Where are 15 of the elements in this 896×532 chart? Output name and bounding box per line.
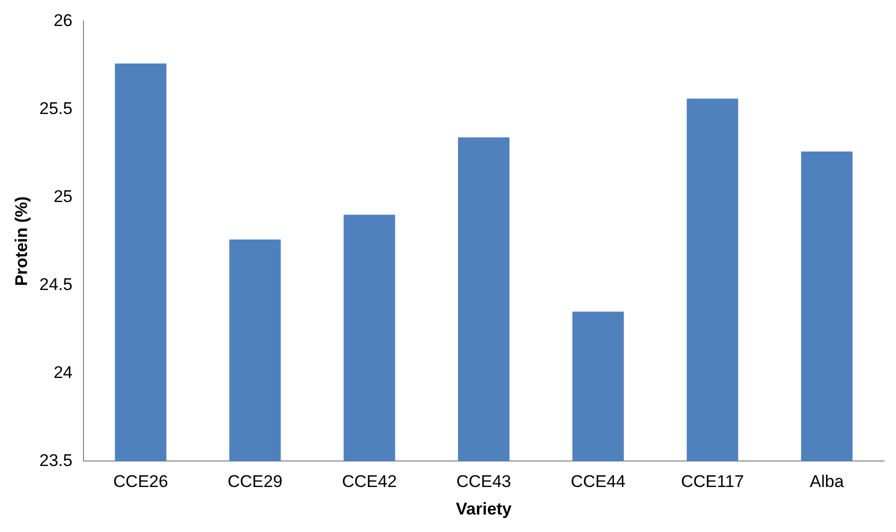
y-tick-label: 25 [54, 186, 72, 206]
y-axis-title: Protein (%) [12, 196, 31, 286]
x-tick-label: CCE26 [113, 472, 168, 492]
y-tick-label: 26 [54, 10, 72, 30]
y-tick-label: 25.5 [39, 98, 72, 118]
x-tick-label: CCE43 [456, 472, 512, 492]
x-tick-label: CCE117 [680, 472, 744, 492]
x-tick-label: Alba [810, 472, 844, 492]
y-tick-label: 24 [54, 362, 72, 382]
x-tick-label: CCE42 [342, 472, 397, 492]
x-axis-title: Variety [456, 499, 512, 518]
x-tick-label: CCE44 [570, 472, 626, 492]
x-tick-label: CCE29 [228, 472, 282, 492]
y-tick-label: 23.5 [39, 450, 72, 470]
y-tick-label: 24.5 [39, 274, 72, 294]
